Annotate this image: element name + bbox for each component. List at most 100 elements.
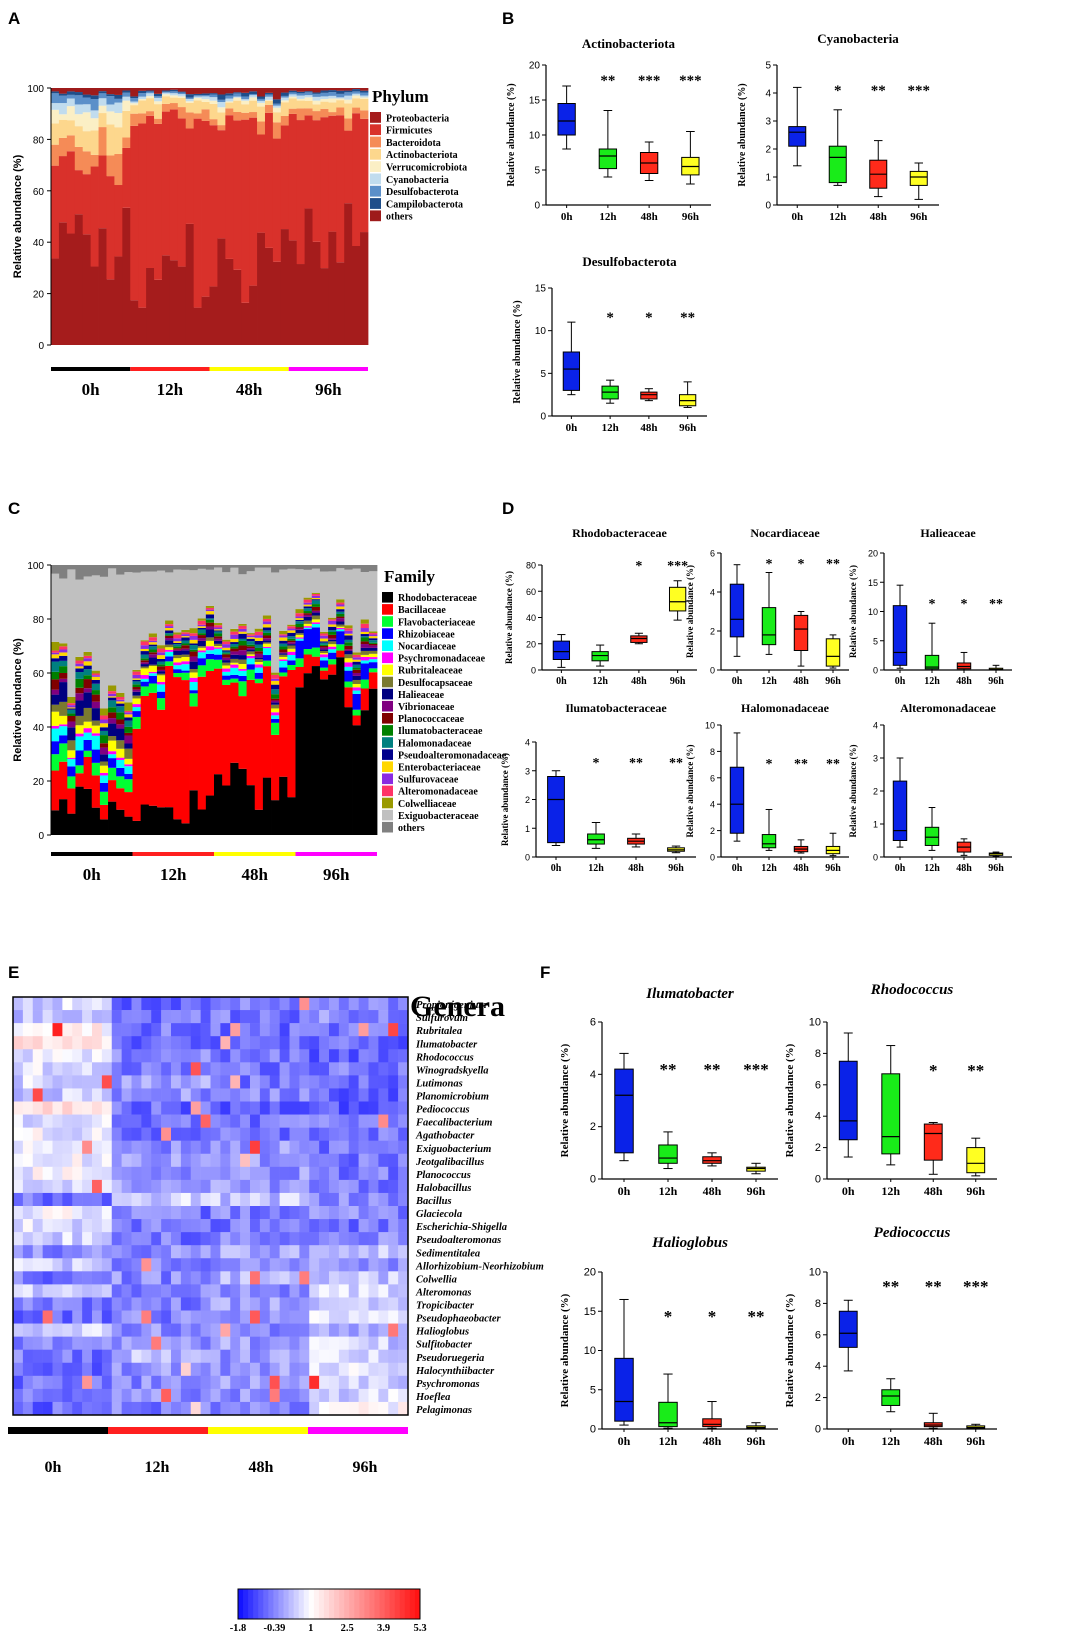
heatmap-cell	[269, 1362, 280, 1377]
stack-segment-alteromonadaceae	[295, 613, 305, 617]
stack-segment-flavobacteriaceae	[197, 665, 207, 677]
heatmap-cell	[42, 997, 53, 1011]
stack-segment-desulfocapsaceae	[214, 643, 223, 647]
x-tick-label: 48h	[641, 211, 658, 223]
stack-segment-firmicutes	[193, 118, 202, 308]
stack-segment-psychromonadaceae	[303, 626, 313, 628]
heatmap-cell	[378, 1219, 389, 1233]
heatmap-cell	[92, 1206, 103, 1220]
stack-segment-sulfurovaceae	[279, 635, 288, 638]
heatmap-cell	[289, 1153, 300, 1168]
heatmap-row-label: Pediococcus	[416, 1105, 470, 1116]
stack-segment-rubritaleaceae	[295, 634, 305, 638]
heatmap-cell	[22, 1192, 34, 1207]
stack-segment-exiguobacteraceae	[352, 568, 362, 653]
stack-segment-colwelliaceae	[99, 708, 109, 716]
heatmap-cell	[358, 1192, 369, 1207]
stack-segment-ilumatobacteraceae	[336, 613, 345, 617]
heatmap-cell	[289, 1062, 300, 1076]
stack-segment-halomonadaceae	[83, 669, 93, 676]
stack-segment-flavobacteriaceae	[238, 681, 247, 697]
heatmap-cell	[230, 1258, 241, 1272]
stack-segment-colwelliaceae	[303, 597, 313, 600]
legend-swatch	[382, 785, 393, 797]
heatmap-cell	[161, 1206, 172, 1220]
heatmap-cell	[52, 1258, 63, 1272]
stack-segment-halieaceae	[319, 649, 329, 652]
stack-segment-exiguobacteraceae	[140, 571, 150, 641]
heatmap-cell	[72, 1088, 83, 1102]
stack-segment-proteobacteria	[138, 307, 147, 345]
stack-segment-bacillaceae	[156, 709, 166, 808]
stack-segment-bacteroidota	[114, 153, 123, 186]
stack-segment-halomonadaceae	[287, 636, 296, 639]
heatmap-cell	[329, 1297, 340, 1311]
heatmap-cell	[289, 1166, 300, 1181]
heatmap-cell	[348, 1271, 359, 1285]
heatmap-cell	[121, 1297, 132, 1311]
heatmap-cell	[319, 1297, 330, 1311]
stack-segment-planococcaceae	[344, 645, 353, 650]
stack-segment-rhizobiaceae	[75, 750, 84, 766]
heatmap-cell	[131, 1258, 142, 1272]
box-0h	[614, 1357, 634, 1422]
stack-segment-rhizobiaceae	[67, 766, 76, 777]
stack-segment-firmicutes	[130, 125, 139, 301]
heatmap-cell	[378, 1297, 389, 1311]
y-tick-label: 0	[590, 1424, 596, 1436]
stack-segment-desulfocapsaceae	[116, 740, 125, 749]
heatmap-cell	[22, 1323, 34, 1337]
stack-segment-flavobacteriaceae	[262, 660, 272, 667]
heatmap-cell	[299, 1349, 310, 1364]
stack-segment-psychromonadaceae	[295, 637, 305, 639]
heatmap-cell	[319, 1362, 330, 1377]
heatmap-cell	[13, 1010, 24, 1024]
stack-segment-psychromonadaceae	[368, 657, 378, 660]
heatmap-cell	[230, 1232, 241, 1246]
heatmap-cell	[151, 1114, 162, 1128]
legend-label: Firmicutes	[386, 126, 432, 137]
heatmap-cell	[72, 1245, 83, 1259]
heatmap-cell	[82, 1219, 93, 1233]
heatmap-cell	[368, 1388, 379, 1403]
heatmap-cell	[240, 1336, 251, 1350]
heatmap-cell	[141, 1166, 152, 1181]
heatmap-cell	[230, 1284, 241, 1298]
heatmap-cell	[121, 1036, 132, 1050]
heatmap-cell	[131, 1362, 142, 1377]
heatmap-cell	[348, 1166, 359, 1181]
heatmap-cell	[111, 1036, 122, 1050]
heatmap-cell	[220, 1284, 231, 1298]
heatmap-cell	[190, 1375, 201, 1390]
heatmap-cell	[161, 1245, 172, 1259]
stack-segment-proteobacteria	[154, 279, 163, 345]
stack-segment-ilumatobacteraceae	[173, 646, 182, 649]
stack-segment-rhodobacteraceae	[352, 725, 362, 835]
heatmap-cell	[309, 1049, 320, 1063]
stack-segment-nocardiaceae	[368, 659, 378, 663]
y-axis-title: Relative abundance (%)	[685, 565, 695, 658]
group-bar-96h	[295, 852, 377, 856]
heatmap-cell	[259, 1010, 271, 1024]
stack-segment-enterobacteriaceae	[181, 636, 190, 638]
y-tick-label: 10	[535, 326, 547, 337]
heatmap-cell	[151, 1401, 162, 1416]
stack-segment-psychromonadaceae	[222, 668, 231, 672]
stack-segment-desulfobacterota	[74, 95, 84, 105]
heatmap-cell	[348, 1114, 359, 1128]
heatmap-cell	[368, 1153, 379, 1168]
heatmap-cell	[388, 1114, 399, 1128]
heatmap-cell	[240, 997, 251, 1011]
heatmap-cell	[299, 1232, 310, 1246]
stack-segment-others	[368, 565, 378, 572]
heatmap-cell	[121, 1075, 132, 1089]
heatmap-cell	[309, 1153, 320, 1168]
heatmap-cell	[151, 1206, 162, 1220]
heatmap-cell	[151, 1049, 162, 1063]
stack-segment-halieaceae	[311, 612, 321, 616]
stack-segment-bacteroidota	[193, 113, 202, 119]
heatmap-cell	[101, 1088, 113, 1102]
stack-segment-flavobacteriaceae	[328, 659, 337, 665]
stack-segment-rhodobacteraceae	[108, 801, 117, 835]
heatmap-cell	[200, 1297, 211, 1311]
